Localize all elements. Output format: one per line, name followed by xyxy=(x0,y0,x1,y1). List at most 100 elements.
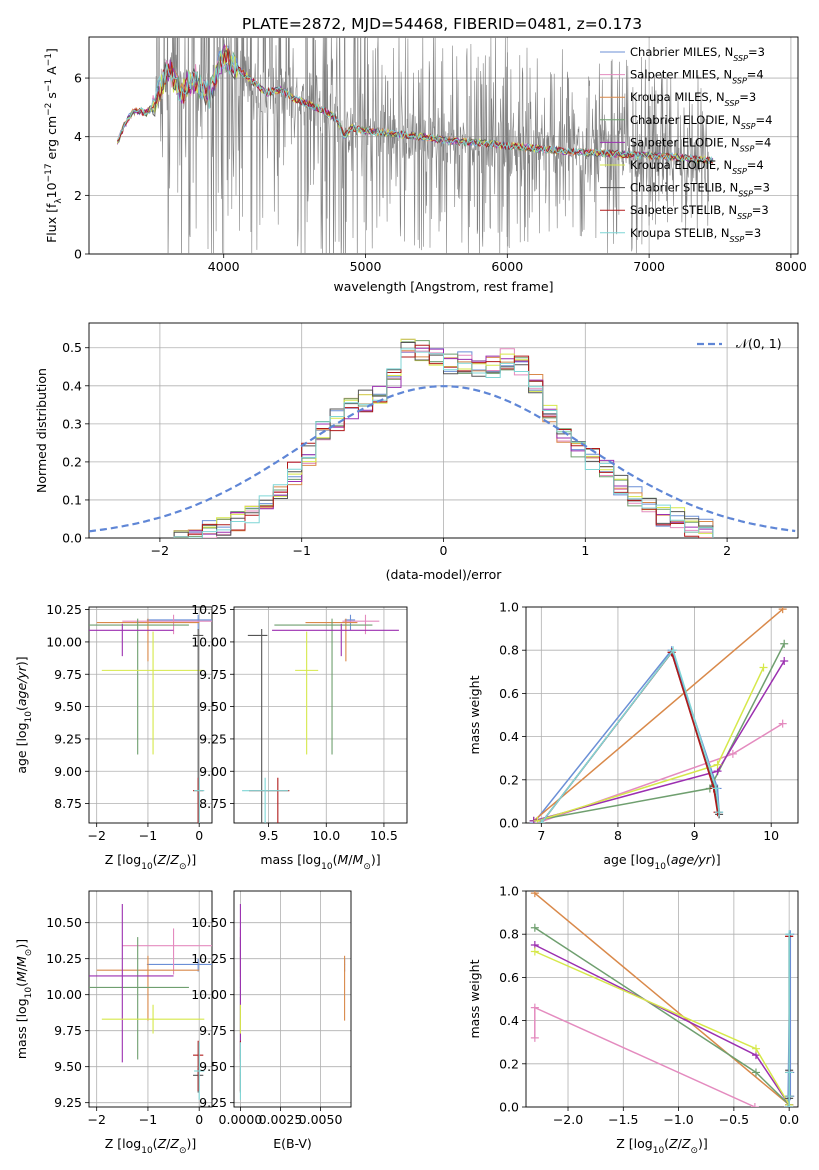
x-axis-label: Z [log10(Z/Z⊙)] xyxy=(616,1136,708,1156)
y-tick-label: 9.25 xyxy=(199,1095,227,1110)
x-axis-label: mass [log10(M/M⊙)] xyxy=(260,852,380,872)
legend-label: Kroupa ELODIE, NSSP=4 xyxy=(630,158,764,176)
legend-tail: =3 xyxy=(739,90,756,104)
label-part: M xyxy=(353,852,364,867)
axes-frame xyxy=(88,606,213,824)
label-part: age [log xyxy=(603,852,654,867)
weight-line-5 xyxy=(537,667,765,822)
legend-text: Salpeter STELIB, N xyxy=(630,203,737,217)
age-vs-mass-panel: 9.5 10.0 10.5 8.75 9.00 9.25 9.50 9.75 10.00 10.2… xyxy=(191,602,408,872)
y-tick-label: 10.50 xyxy=(46,915,82,930)
x-tick-label: 9.5 xyxy=(259,828,279,843)
y-tick-label: 0.0 xyxy=(499,816,519,831)
legend-label: Chabrier MILES, NSSP=3 xyxy=(630,45,765,63)
legend-sub: SSP xyxy=(741,121,756,130)
x-tick-label: 4000 xyxy=(208,259,240,274)
plot-area xyxy=(239,903,346,1100)
legend-text: Chabrier MILES, N xyxy=(630,45,733,59)
label-part: ( xyxy=(666,852,671,867)
weight-marker xyxy=(530,891,539,898)
label-part: 10 xyxy=(655,862,667,872)
axes-frame xyxy=(88,322,799,539)
label-part: age [log xyxy=(14,722,29,773)
label-part: / xyxy=(166,1136,171,1151)
weight-marker xyxy=(715,808,724,817)
label-part: / xyxy=(678,1136,683,1151)
age-vs-metallicity-panel: −2 −1 0 8.75 9.00 9.25 9.50 9.75 10.00 10.25 Z [lo… xyxy=(14,602,213,872)
legend-tail: =4 xyxy=(756,113,773,127)
label-part: M xyxy=(14,956,29,967)
y-axis-label: Normed distribution xyxy=(34,368,49,493)
x-tick-label: −0.5 xyxy=(719,1112,749,1127)
weight-marker xyxy=(530,947,539,956)
label-part: 10 xyxy=(44,182,59,198)
legend-text: Salpeter MILES, N xyxy=(630,68,732,82)
y-tick-label: 9.25 xyxy=(54,731,82,746)
axes-frame xyxy=(88,890,213,1108)
x-axis-label: Z [log10(Z/Z⊙)] xyxy=(105,1136,197,1156)
label-part: Z [log xyxy=(616,1136,652,1151)
y-axis-label: Flux [fλ10−17 erg cm−2 s−1 A−1] xyxy=(44,48,64,243)
y-tick-label: 6 xyxy=(74,71,82,86)
legend-tail: =4 xyxy=(747,158,764,172)
y-tick-label: 4 xyxy=(74,129,82,144)
label-part: )] xyxy=(371,852,381,867)
x-tick-label: 8 xyxy=(614,828,622,843)
label-part: )] xyxy=(14,656,29,666)
legend-tail: =3 xyxy=(752,203,769,217)
weight-marker xyxy=(537,819,546,823)
label-part: −1 xyxy=(44,79,54,92)
y-tick-label: 9.25 xyxy=(199,731,227,746)
label-part: Flux [f xyxy=(44,203,59,243)
label-part: age/yr xyxy=(14,665,29,706)
legend-label: Kroupa STELIB, NSSP=3 xyxy=(630,226,761,244)
label-part: age/yr xyxy=(671,852,712,867)
legend-label: Salpeter STELIB, NSSP=3 xyxy=(630,203,769,221)
label-part: 10 xyxy=(24,987,34,999)
y-tick-label: 10.00 xyxy=(46,634,82,649)
legend-text: Kroupa ELODIE, N xyxy=(630,158,732,172)
label-part: 10 xyxy=(653,1146,665,1156)
label-part: −17 xyxy=(44,163,54,182)
residuals-panel: −2 −1 0 1 2 0.0 0.1 0.2 0.3 0.4 0.5 𝒩(0, 1) (data-mo… xyxy=(34,322,799,582)
legend-label: Salpeter MILES, NSSP=4 xyxy=(630,68,764,86)
y-tick-label: 9.75 xyxy=(54,667,82,682)
y-tick-label: 0.2 xyxy=(62,454,82,469)
y-axis-label: mass weight xyxy=(467,959,482,1038)
y-tick-label: 0.8 xyxy=(499,927,519,942)
x-axis-label: E(B-V) xyxy=(273,1136,312,1151)
y-tick-label: 9.25 xyxy=(54,1095,82,1110)
legend-sub: SSP xyxy=(725,99,740,108)
model-spectrum-8 xyxy=(117,49,714,165)
weight-marker xyxy=(530,1033,539,1042)
y-tick-label: 10.00 xyxy=(46,987,82,1002)
label-part: ( xyxy=(14,706,29,711)
axes-frame xyxy=(88,36,799,255)
x-tick-label: 0.0050 xyxy=(299,1112,343,1127)
legend-label: Chabrier ELODIE, NSSP=4 xyxy=(630,113,772,131)
y-tick-label: 0.4 xyxy=(62,378,82,393)
legend-text: Chabrier STELIB, N xyxy=(630,181,738,195)
figure-title: PLATE=2872, MJD=54468, FIBERID=0481, z=0… xyxy=(242,15,642,33)
y-tick-label: 0 xyxy=(74,247,82,262)
y-tick-label: 0.2 xyxy=(499,1056,519,1071)
weight-marker xyxy=(780,639,789,648)
y-tick-label: 2 xyxy=(74,188,82,203)
x-tick-label: −1.5 xyxy=(608,1112,638,1127)
label-part: mass [log xyxy=(260,852,321,867)
label-part: )] xyxy=(186,852,196,867)
label-part: 10 xyxy=(141,862,153,872)
weight-line-8 xyxy=(540,648,720,823)
y-tick-label: 0.6 xyxy=(499,686,519,701)
legend-tail: =3 xyxy=(748,45,765,59)
x-tick-label: 0 xyxy=(195,828,203,843)
label-part: ( xyxy=(153,1136,158,1151)
y-tick-label: 1.0 xyxy=(499,884,519,899)
plot-area xyxy=(530,891,795,1107)
y-tick-label: 9.75 xyxy=(199,1023,227,1038)
y-tick-label: 9.50 xyxy=(199,1059,227,1074)
y-tick-label: 1.0 xyxy=(499,600,519,615)
legend-sub: SSP xyxy=(732,76,747,85)
legend-text: Kroupa STELIB, N xyxy=(630,226,730,240)
y-tick-label: 9.00 xyxy=(199,764,227,779)
